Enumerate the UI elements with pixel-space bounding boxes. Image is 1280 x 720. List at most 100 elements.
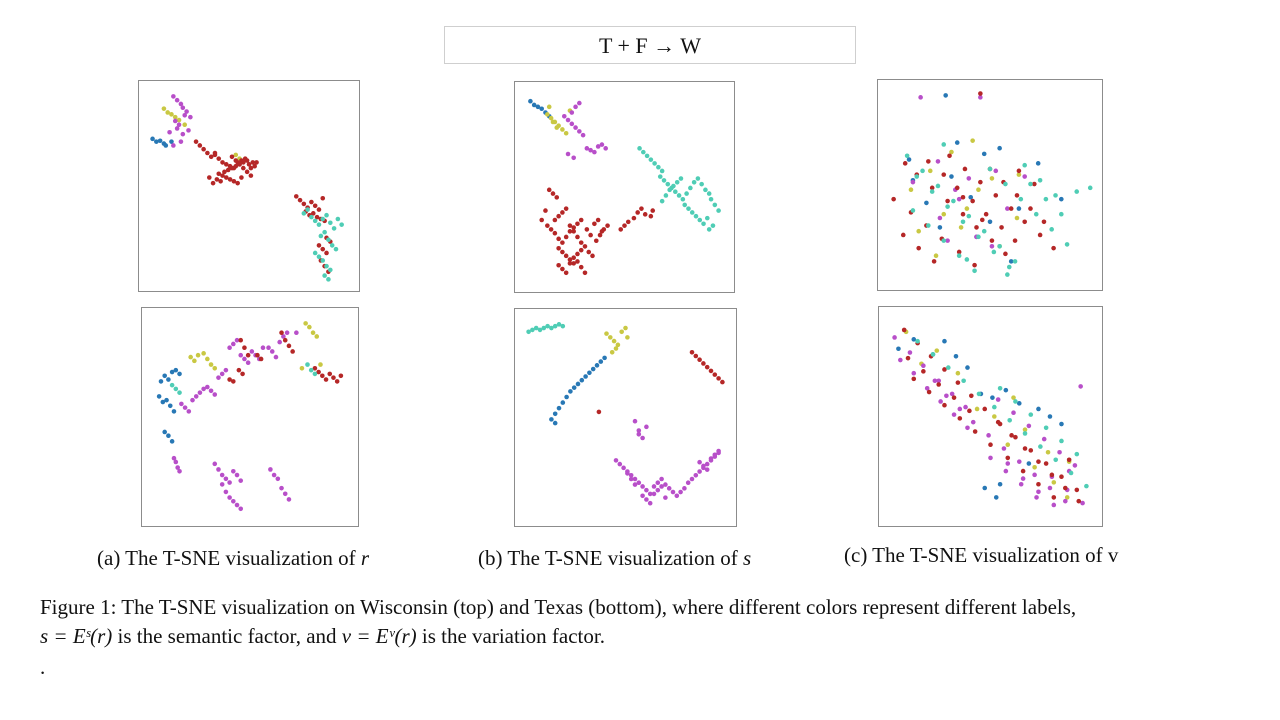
scatter-point-red [571, 255, 576, 261]
scatter-point-red [316, 243, 322, 248]
scatter-point-purple [993, 168, 999, 174]
scatter-point-purple [918, 95, 923, 100]
subcaption-a-text: (a) The T-SNE visualization of [97, 546, 361, 570]
scatter-point-red [563, 206, 569, 211]
scatter-point-teal [935, 183, 941, 189]
scatter-point-teal [964, 257, 970, 262]
scatter-point-purple [921, 363, 926, 368]
scatter-point-purple [1047, 485, 1053, 491]
scatter-point-purple [212, 461, 218, 467]
scatter-point-red [951, 395, 957, 400]
scatter-point-purple [571, 155, 576, 161]
scatter-plot-wisconsin-s [528, 98, 721, 276]
scatter-point-blue [1026, 461, 1032, 466]
scatter-point-red [941, 172, 947, 177]
scatter-point-blue [968, 194, 974, 200]
scatter-point-teal [312, 371, 318, 377]
scatter-point-purple [231, 341, 236, 347]
scatter-point-teal [689, 210, 695, 215]
scatter-point-red [978, 91, 983, 96]
scatter-point-purple [621, 465, 626, 471]
scatter-point-red [1009, 433, 1014, 438]
scatter-point-purple [978, 95, 983, 100]
scatter-point-teal [526, 329, 531, 335]
scatter-point-red [560, 210, 565, 215]
scatter-panel-texas-s [514, 308, 737, 527]
scatter-point-red [556, 262, 561, 268]
scatter-point-red [254, 160, 259, 165]
scatter-point-red [210, 180, 216, 186]
subcaption-a: (a) The T-SNE visualization of r [97, 546, 369, 571]
scatter-point-red [635, 210, 640, 215]
scatter-point-teal [309, 214, 314, 220]
scatter-point-teal [326, 237, 331, 243]
scatter-point-purple [282, 491, 288, 497]
scatter-point-red [233, 163, 239, 169]
scatter-point-purple [271, 472, 277, 478]
scatter-point-red [239, 175, 244, 180]
scatter-point-red [216, 171, 222, 177]
scatter-point-olive [927, 168, 933, 174]
scatter-point-red [567, 261, 573, 266]
scatter-point-purple [208, 388, 214, 394]
scatter-point-red [1022, 219, 1027, 225]
scatter-point-olive [208, 362, 214, 367]
scatter-point-teal [1084, 483, 1089, 489]
scatter-point-olive [307, 324, 312, 330]
scatter-point-teal [320, 258, 326, 263]
scatter-point-red [936, 382, 942, 387]
scatter-point-red [238, 337, 244, 343]
scatter-point-purple [190, 397, 195, 403]
scatter-point-red [246, 162, 252, 167]
scatter-point-purple [666, 486, 672, 491]
scatter-point-red [586, 249, 592, 255]
scatter-point-purple [704, 461, 710, 467]
scatter-point-purple [212, 392, 218, 397]
scatter-point-red [708, 368, 714, 374]
scatter-point-teal [956, 253, 962, 259]
scatter-point-red [593, 238, 599, 244]
scatter-point-olive [608, 335, 613, 340]
subcaption-b: (b) The T-SNE visualization of s [478, 546, 751, 571]
scatter-point-purple [1003, 468, 1009, 474]
scatter-point-blue [1035, 161, 1041, 166]
scatter-point-purple [995, 397, 1001, 402]
scatter-point-purple [1032, 472, 1037, 478]
scatter-point-red [1013, 434, 1018, 440]
scatter-point-blue [594, 363, 600, 368]
scatter-point-teal [961, 378, 966, 384]
subcaption-c: (c) The T-SNE visualization of v [844, 543, 1118, 568]
scatter-point-teal [703, 187, 708, 193]
scatter-point-red [229, 165, 235, 171]
scatter-point-blue [990, 395, 995, 400]
trailing-period: . [40, 655, 46, 679]
scatter-point-purple [938, 399, 943, 404]
scatter-point-teal [316, 222, 322, 227]
scatter-point-olive [563, 130, 569, 136]
scatter-point-red [314, 214, 320, 220]
scatter-point-purple [275, 476, 281, 482]
scatter-point-purple [599, 142, 605, 147]
scatter-point-purple [647, 500, 653, 506]
scatter-point-purple [966, 176, 972, 181]
scatter-point-purple [670, 489, 676, 495]
scatter-point-teal [1043, 425, 1049, 431]
scatter-point-red [279, 330, 284, 336]
scatter-point-teal [674, 179, 680, 185]
scatter-point-olive [609, 349, 615, 355]
scatter-point-red [297, 197, 303, 203]
scatter-point-red [974, 225, 979, 230]
scatter-point-olive [970, 138, 975, 143]
scatter-point-red [338, 373, 344, 379]
scatter-point-teal [324, 263, 329, 269]
scatter-point-purple [565, 117, 571, 123]
scatter-point-teal [322, 273, 327, 278]
scatter-point-purple [171, 455, 177, 461]
scatter-point-red [960, 211, 966, 217]
scatter-point-purple [216, 467, 221, 472]
scatter-point-red [543, 208, 548, 213]
scatter-point-red [563, 253, 569, 259]
scatter-point-purple [197, 390, 203, 395]
scatter-point-purple [697, 459, 702, 465]
scatter-point-blue [1008, 259, 1014, 264]
